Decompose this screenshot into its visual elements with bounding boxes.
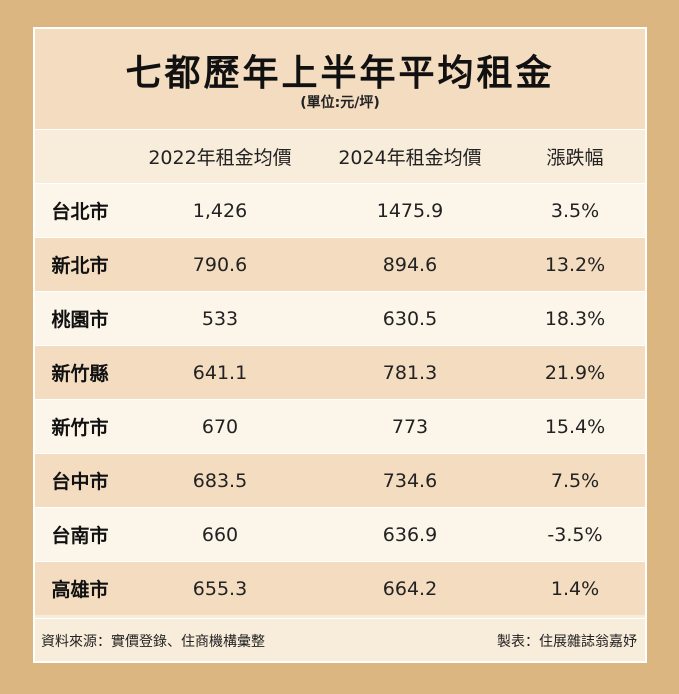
row-city: 台中市: [51, 471, 109, 493]
row-city: 台南市: [51, 525, 109, 547]
row-2024-value: 630.5: [382, 307, 438, 330]
row-city: 新竹縣: [51, 363, 109, 385]
row-change-value: 3.5%: [550, 199, 600, 222]
table-row: 新竹縣 641.1 781.3 21.9%: [35, 345, 645, 399]
row-2022-value: 670: [201, 415, 239, 438]
row-change-value: 13.2%: [544, 253, 606, 276]
table-footer: 資料來源：實價登錄、住商機構彙整 製表：住展雜誌翁嘉妤: [35, 618, 645, 661]
row-2024-value: 894.6: [382, 253, 438, 276]
table-title: 七都歷年上半年平均租金: [125, 53, 555, 94]
row-change-value: 1.4%: [550, 577, 600, 600]
header-change: 漲跌幅: [546, 147, 604, 169]
row-2022-value: 683.5: [192, 469, 248, 492]
unit-note: (單位:元/坪): [300, 95, 380, 111]
table-header-row: 2022年租金均價 2024年租金均價 漲跌幅: [35, 129, 645, 183]
table-row: 桃園市 533 630.5 18.3%: [35, 291, 645, 345]
row-2024-value: 664.2: [382, 577, 438, 600]
row-2024-value: 636.9: [382, 523, 438, 546]
row-2024-value: 1475.9: [376, 199, 444, 222]
row-change-value: 15.4%: [544, 415, 606, 438]
table-row: 高雄市 655.3 664.2 1.4%: [35, 561, 645, 615]
table-row: 台中市 683.5 734.6 7.5%: [35, 453, 645, 507]
row-city: 高雄市: [51, 579, 109, 601]
row-2024-value: 773: [391, 415, 429, 438]
header-city: [35, 130, 125, 183]
header-2022: 2022年租金均價: [148, 147, 292, 169]
table-row: 新北市 790.6 894.6 13.2%: [35, 237, 645, 291]
row-change-value: -3.5%: [547, 523, 603, 546]
table-row: 台北市 1,426 1475.9 3.5%: [35, 183, 645, 237]
header-2024: 2024年租金均價: [338, 147, 482, 169]
row-2022-value: 790.6: [192, 253, 248, 276]
title-block: 七都歷年上半年平均租金 (單位:元/坪): [35, 29, 645, 129]
row-city: 新竹市: [51, 417, 109, 439]
row-change-value: 7.5%: [550, 469, 600, 492]
table-row: 台南市 660 636.9 -3.5%: [35, 507, 645, 561]
table-row: 新竹市 670 773 15.4%: [35, 399, 645, 453]
data-source: 資料來源：實價登錄、住商機構彙整: [41, 634, 265, 650]
row-2022-value: 1,426: [192, 199, 248, 222]
row-city: 新北市: [51, 255, 109, 277]
row-city: 台北市: [51, 201, 109, 223]
row-2024-value: 734.6: [382, 469, 438, 492]
row-change-value: 18.3%: [544, 307, 606, 330]
rent-table-card: 七都歷年上半年平均租金 (單位:元/坪) 2022年租金均價 2024年租金均價…: [33, 27, 647, 663]
row-2024-value: 781.3: [382, 361, 438, 384]
table-credit: 製表：住展雜誌翁嘉妤: [497, 634, 637, 650]
row-city: 桃園市: [51, 309, 109, 331]
row-2022-value: 641.1: [192, 361, 248, 384]
row-change-value: 21.9%: [544, 361, 606, 384]
row-2022-value: 533: [201, 307, 239, 330]
row-2022-value: 660: [201, 523, 239, 546]
row-2022-value: 655.3: [192, 577, 248, 600]
